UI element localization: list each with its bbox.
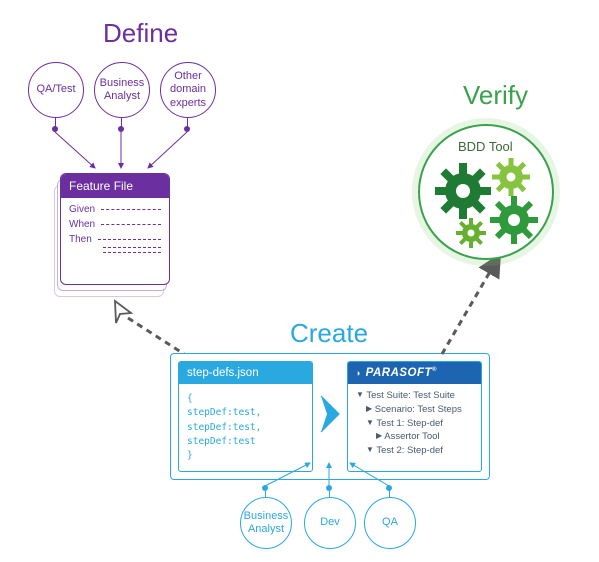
define-section-title: Define [103, 18, 178, 49]
feature-row-given: Given [69, 204, 95, 215]
define-role-ba-label: Business Analyst [98, 75, 147, 105]
create-section-title: Create [290, 318, 368, 349]
feature-row-when: When [69, 219, 95, 230]
define-role-qa-label: QA/Test [34, 81, 77, 98]
feature-file-header: Feature File [61, 174, 169, 198]
parasoft-tree: ▼ Test Suite: Test Suite▶ Scenario: Test… [348, 384, 481, 463]
chevron-right-icon [319, 394, 341, 439]
stepdefs-panel: step-defs.json { stepDef:test, stepDef:t… [178, 361, 313, 472]
parasoft-header: ◗ PARASOFT® [348, 362, 481, 384]
dashed-connector [438, 250, 538, 360]
parasoft-panel: ◗ PARASOFT® ▼ Test Suite: Test Suite▶ Sc… [347, 361, 482, 472]
stepdefs-header: step-defs.json [179, 362, 312, 384]
create-role-qa: QA [364, 497, 416, 549]
create-role-qa-label: QA [380, 514, 400, 531]
define-arrows [50, 128, 200, 178]
gear-icon [492, 158, 530, 201]
create-role-dev: Dev [304, 497, 356, 549]
define-role-ba: Business Analyst [94, 62, 150, 118]
feature-row-then: Then [69, 234, 92, 245]
create-role-ba-label: Business Analyst [242, 508, 291, 538]
bdd-tool-label: BDD Tool [458, 139, 513, 154]
gear-icon [490, 196, 538, 249]
gear-icon [456, 218, 486, 253]
create-role-ba: Business Analyst [240, 497, 292, 549]
gear-icon [435, 163, 491, 224]
stepdefs-code: { stepDef:test, stepDef:test, stepDef:te… [179, 384, 312, 471]
define-role-other: Other domain experts [160, 62, 216, 118]
create-role-dev-label: Dev [318, 514, 342, 531]
define-role-other-label: Other domain experts [168, 68, 208, 112]
define-role-qa: QA/Test [28, 62, 84, 118]
create-arrows [258, 460, 408, 490]
verify-section-title: Verify [463, 80, 528, 111]
